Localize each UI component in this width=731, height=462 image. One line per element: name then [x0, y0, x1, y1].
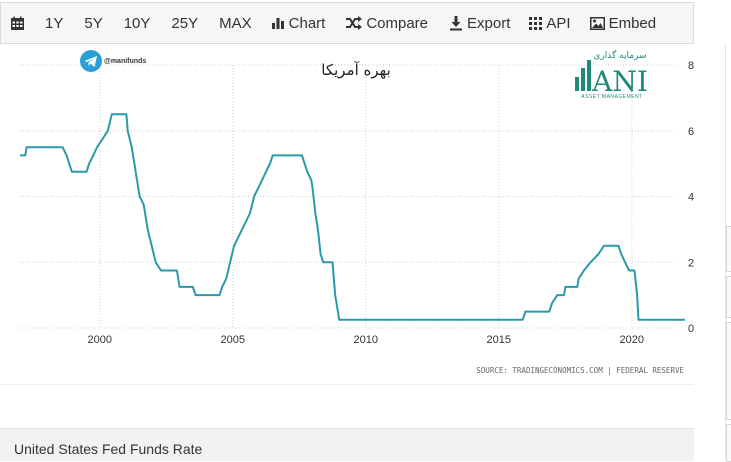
- export-button-label: Export: [467, 14, 511, 32]
- compare-button[interactable]: Compare: [345, 3, 428, 43]
- api-button-label: API: [546, 14, 571, 32]
- x-tick-label: 2000: [88, 334, 112, 346]
- sidebar-border: [725, 44, 726, 460]
- range-max-button[interactable]: MAX: [219, 14, 252, 32]
- x-tick-label: 2020: [620, 334, 644, 346]
- sidebar-card-edge: [726, 226, 731, 272]
- ani-logo: سرمایه گذاری ANI ASSET MANAGEMENT: [575, 49, 648, 100]
- x-tick-label: 2015: [487, 334, 511, 346]
- chart-divider: [0, 384, 694, 385]
- chart-button[interactable]: Chart: [271, 3, 326, 43]
- shuffle-icon: [345, 16, 363, 30]
- download-icon: [449, 15, 463, 31]
- logo-subtitle: ASSET MANAGEMENT: [581, 94, 643, 100]
- sidebar-card-edge: [726, 424, 731, 462]
- range-5y-button[interactable]: 5Y: [84, 14, 103, 32]
- y-tick-label: 0: [688, 323, 694, 335]
- y-tick-label: 4: [688, 192, 694, 204]
- fed-funds-rate-chart: 0 2 4 6 8 2000 2005 2010 2015 2020 @manifunds بهر…: [20, 49, 694, 375]
- y-tick-label: 6: [688, 126, 694, 138]
- grid-icon: [529, 16, 543, 30]
- source-text: SOURCE: TRADINGECONOMICS.COM | FEDERAL R…: [476, 366, 684, 375]
- range-25y-button[interactable]: 25Y: [171, 14, 199, 32]
- right-sidebar-edge: [694, 0, 731, 460]
- embed-button[interactable]: Embed: [589, 3, 657, 43]
- chart-toolbar: 1Y 5Y 10Y 25Y MAX Chart Compare: [0, 2, 694, 44]
- footer-card: United States Fed Funds Rate: [0, 428, 694, 461]
- logo-persian-text: سرمایه گذاری: [593, 49, 646, 61]
- range-10y-button[interactable]: 10Y: [123, 14, 151, 32]
- api-button[interactable]: API: [529, 3, 571, 43]
- telegram-handle: @manifunds: [104, 58, 146, 65]
- embed-button-label: Embed: [608, 14, 657, 32]
- telegram-badge: @manifunds: [80, 50, 146, 72]
- footer-title: United States Fed Funds Rate: [14, 441, 203, 457]
- calendar-icon[interactable]: [10, 3, 25, 43]
- range-1y-button[interactable]: 1Y: [45, 14, 64, 32]
- logo-word: ANI: [591, 65, 648, 98]
- x-tick-label: 2010: [354, 334, 378, 346]
- x-tick-label: 2005: [221, 334, 245, 346]
- chart-button-label: Chart: [288, 14, 326, 32]
- sidebar-card-edge: [726, 276, 731, 318]
- compare-button-label: Compare: [366, 14, 429, 32]
- chart-area: 0 2 4 6 8 2000 2005 2010 2015 2020 @manifunds بهر…: [0, 44, 694, 384]
- persian-title: بهره آمریکا: [321, 61, 391, 79]
- image-icon: [589, 16, 605, 30]
- bar-chart-icon: [271, 16, 285, 30]
- export-button[interactable]: Export: [449, 3, 510, 43]
- series-line: [20, 113, 685, 321]
- y-tick-label: 2: [688, 257, 694, 269]
- logo-bars-icon: [575, 60, 591, 91]
- sidebar-card-edge: [726, 322, 731, 420]
- y-tick-label: 8: [688, 60, 694, 72]
